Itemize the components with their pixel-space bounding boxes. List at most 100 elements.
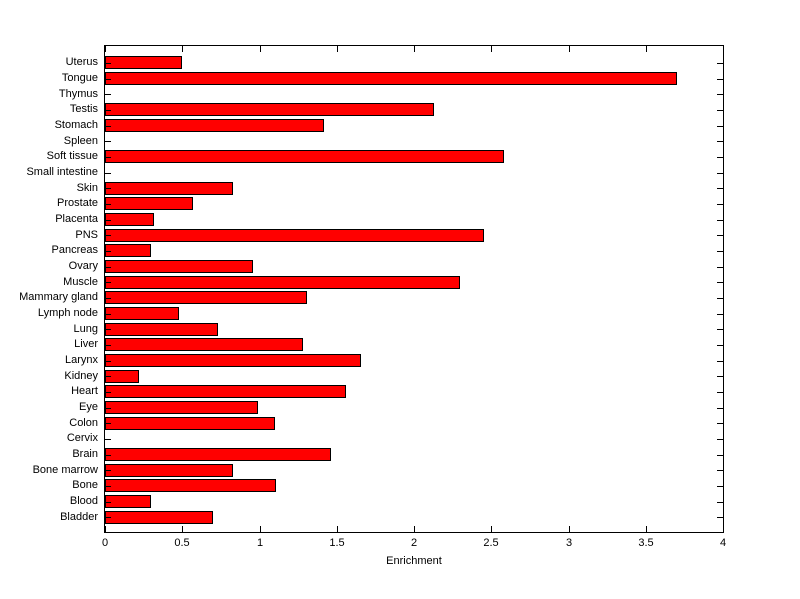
x-tick bbox=[723, 526, 724, 532]
y-axis-label: Blood bbox=[69, 495, 98, 507]
bar bbox=[105, 181, 234, 195]
bar bbox=[105, 291, 308, 305]
y-tick bbox=[105, 376, 111, 377]
y-tick bbox=[105, 361, 111, 362]
bar bbox=[105, 197, 194, 211]
bar-row bbox=[105, 55, 723, 71]
bar-row bbox=[105, 321, 723, 337]
bar bbox=[105, 510, 214, 524]
bar bbox=[105, 119, 325, 133]
y-tick bbox=[717, 282, 723, 283]
bar-row bbox=[105, 71, 723, 87]
y-tick bbox=[717, 470, 723, 471]
x-tick bbox=[182, 526, 183, 532]
y-axis-label: Muscle bbox=[63, 276, 98, 288]
y-axis-label: Pancreas bbox=[51, 244, 98, 256]
y-tick bbox=[105, 220, 111, 221]
y-axis-label: Prostate bbox=[57, 197, 98, 209]
bar-row bbox=[105, 227, 723, 243]
y-tick bbox=[105, 157, 111, 158]
bar-row bbox=[105, 180, 723, 196]
bar-row bbox=[105, 102, 723, 118]
bar-row bbox=[105, 274, 723, 290]
x-tick-label: 3 bbox=[565, 537, 573, 549]
y-tick bbox=[105, 439, 111, 440]
y-tick bbox=[717, 79, 723, 80]
x-tick bbox=[414, 526, 415, 532]
x-tick bbox=[646, 526, 647, 532]
y-tick bbox=[105, 141, 111, 142]
y-axis-label: Heart bbox=[71, 385, 98, 397]
bar-row bbox=[105, 118, 723, 134]
y-tick bbox=[105, 423, 111, 424]
bar-row bbox=[105, 243, 723, 259]
y-tick bbox=[105, 94, 111, 95]
y-tick bbox=[717, 63, 723, 64]
x-tick bbox=[491, 46, 492, 52]
x-tick bbox=[646, 46, 647, 52]
bar bbox=[105, 307, 180, 321]
bar-row bbox=[105, 337, 723, 353]
bar-row bbox=[105, 478, 723, 494]
bar bbox=[105, 416, 275, 430]
x-tick bbox=[337, 46, 338, 52]
x-tick bbox=[260, 46, 261, 52]
bar-row bbox=[105, 494, 723, 510]
y-tick bbox=[105, 329, 111, 330]
bar-row bbox=[105, 509, 723, 525]
bar bbox=[105, 228, 484, 242]
y-axis-label: Larynx bbox=[64, 354, 98, 366]
bar-row bbox=[105, 415, 723, 431]
y-tick bbox=[717, 110, 723, 111]
bar bbox=[105, 385, 347, 399]
y-tick bbox=[105, 502, 111, 503]
x-tick bbox=[337, 526, 338, 532]
y-axis-label: Spleen bbox=[63, 135, 98, 147]
bar bbox=[105, 150, 504, 164]
y-tick bbox=[105, 110, 111, 111]
y-tick bbox=[717, 141, 723, 142]
bar bbox=[105, 213, 155, 227]
y-axis-label: Brain bbox=[72, 448, 98, 460]
bar bbox=[105, 275, 461, 289]
bar-row bbox=[105, 86, 723, 102]
y-axis-label: Bone marrow bbox=[32, 464, 98, 476]
bar-row bbox=[105, 149, 723, 165]
y-tick bbox=[717, 361, 723, 362]
y-axis-label: Cervix bbox=[66, 432, 98, 444]
y-axis-label: Lymph node bbox=[37, 307, 98, 319]
y-axis-label: Tongue bbox=[61, 72, 98, 84]
y-tick bbox=[717, 392, 723, 393]
y-axis-label: Small intestine bbox=[26, 166, 98, 178]
bar-row bbox=[105, 259, 723, 275]
y-tick bbox=[717, 94, 723, 95]
x-tick bbox=[569, 46, 570, 52]
x-tick bbox=[491, 526, 492, 532]
bar-row bbox=[105, 165, 723, 181]
x-tick bbox=[569, 526, 570, 532]
x-tick-label: 2.5 bbox=[483, 537, 499, 549]
bar bbox=[105, 103, 435, 117]
y-axis-label: Lung bbox=[73, 323, 98, 335]
y-axis-label: Stomach bbox=[54, 119, 98, 131]
y-tick bbox=[105, 267, 111, 268]
y-tick bbox=[717, 423, 723, 424]
y-tick bbox=[105, 314, 111, 315]
y-tick bbox=[105, 392, 111, 393]
y-tick bbox=[105, 126, 111, 127]
y-tick bbox=[717, 329, 723, 330]
y-axis-label: Skin bbox=[76, 182, 98, 194]
y-tick bbox=[717, 126, 723, 127]
bar bbox=[105, 479, 277, 493]
y-tick bbox=[717, 517, 723, 518]
x-tick-label: 2 bbox=[410, 537, 418, 549]
y-tick bbox=[717, 298, 723, 299]
y-tick bbox=[717, 204, 723, 205]
bar-row bbox=[105, 306, 723, 322]
bar-row bbox=[105, 400, 723, 416]
y-tick bbox=[717, 251, 723, 252]
x-tick-label: 4 bbox=[719, 537, 727, 549]
y-tick bbox=[717, 235, 723, 236]
y-axis-label: Uterus bbox=[65, 56, 98, 68]
